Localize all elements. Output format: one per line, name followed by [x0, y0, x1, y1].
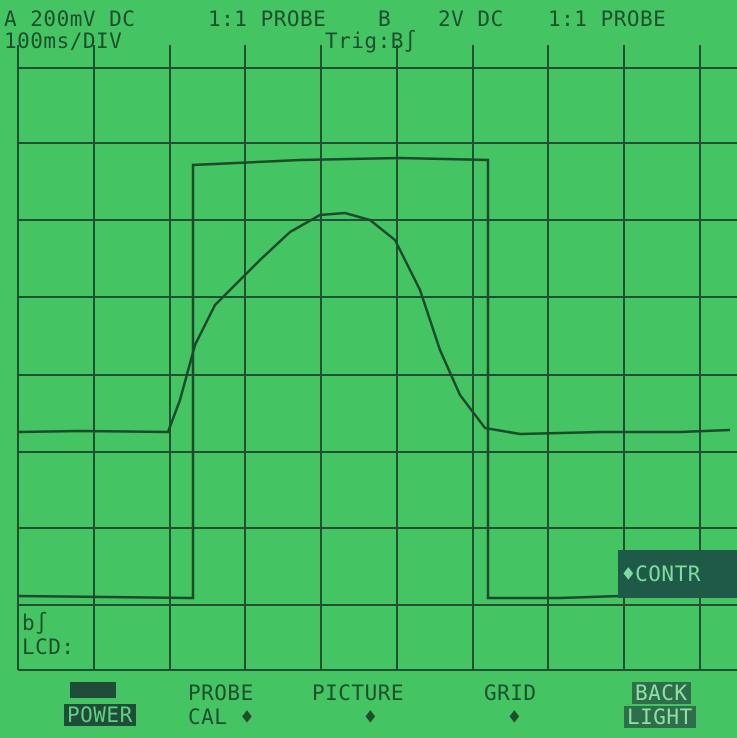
menu-picture-adjust[interactable]: ♦ — [364, 706, 377, 728]
oscilloscope-screen: A 200mV DC 1:1 PROBE B 2V DC 1:1 PROBE 1… — [0, 0, 737, 738]
trigger-marker: b∫ — [22, 612, 48, 634]
menu-power[interactable]: POWER — [64, 704, 136, 726]
menu-grid-adjust[interactable]: ♦ — [508, 706, 521, 728]
menu-cal[interactable]: CAL ♦ — [188, 706, 254, 728]
volts-b: 2V DC — [438, 8, 504, 30]
timebase: 100ms/DIV — [4, 30, 122, 52]
lcd-label: LCD: — [22, 636, 75, 658]
menu-back[interactable]: BACK — [632, 682, 691, 704]
probe-b: 1:1 PROBE — [548, 8, 666, 30]
menu-picture[interactable]: PICTURE — [312, 682, 404, 704]
menu-grid[interactable]: GRID — [484, 682, 537, 704]
contrast-box: ♦CONTR — [618, 550, 737, 598]
probe-a: 1:1 PROBE — [208, 8, 326, 30]
graticule — [0, 0, 737, 738]
power-icon — [70, 682, 116, 698]
trace-b — [18, 158, 620, 598]
channel-b: B — [378, 8, 391, 30]
menu-probe[interactable]: PROBE — [188, 682, 254, 704]
channel-a: A 200mV DC — [4, 8, 135, 30]
menu-light[interactable]: LIGHT — [624, 706, 696, 728]
trigger: Trig:B∫ — [325, 30, 417, 52]
